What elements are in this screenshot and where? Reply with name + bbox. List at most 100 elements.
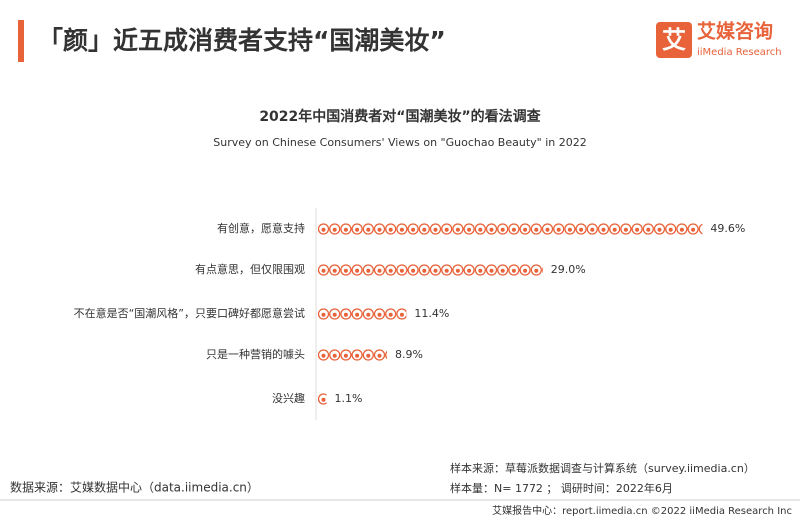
icon	[385, 350, 387, 360]
icon-dot	[511, 227, 516, 232]
value-label: 8.9%	[395, 348, 423, 361]
logo-mark: 艾	[662, 26, 686, 54]
logo-box	[656, 22, 692, 58]
header-title: 「颜」近五成消费者支持“国潮美妆”	[38, 26, 446, 55]
icon-dot	[321, 227, 326, 232]
icon-dot	[601, 227, 606, 232]
icon-dot	[534, 227, 539, 232]
logo-sub: iiMedia Research	[697, 47, 782, 58]
icon-dot	[332, 312, 337, 317]
icon-dot	[478, 268, 483, 273]
icon-dot	[467, 268, 472, 273]
icon-dot	[332, 268, 337, 273]
icon-dot	[455, 268, 460, 273]
icon-dot	[355, 227, 360, 232]
icon-dot	[623, 227, 628, 232]
icon-dot	[389, 354, 393, 358]
icon-bar	[318, 308, 407, 320]
footer-sample-size: 样本量：N= 1772 ； 调研时间：2022年6月	[450, 481, 673, 495]
footer-copyright: 艾媒报告中心：report.iimedia.cn ©2022 iiMedia R…	[492, 504, 792, 517]
icon-dot	[399, 227, 404, 232]
icon-dot	[332, 227, 337, 232]
icon-dot	[567, 227, 572, 232]
icon-dot	[355, 268, 360, 273]
icon-dot	[366, 353, 371, 358]
icon-dot	[478, 227, 483, 232]
icon-dot	[646, 227, 651, 232]
icon-dot	[377, 227, 382, 232]
icon-bar	[318, 264, 550, 276]
icon-dot	[366, 268, 371, 273]
icon-dot	[343, 353, 348, 358]
icon-dot	[343, 268, 348, 273]
icon	[698, 223, 703, 235]
icon-dot	[321, 353, 326, 358]
icon-dot	[467, 227, 472, 232]
icon-dot	[657, 227, 662, 232]
icon-dot	[556, 227, 561, 232]
category-label: 有创意，愿意支持	[217, 221, 305, 235]
icon-dot	[388, 227, 393, 232]
icon-dot	[377, 312, 382, 317]
icon-dot	[523, 227, 528, 232]
icon-dot	[679, 227, 684, 232]
icon-dot	[444, 227, 449, 232]
icon-dot	[388, 268, 393, 273]
icon-dot	[546, 269, 550, 273]
category-label: 有点意思，但仅限围观	[195, 262, 305, 276]
icon-bar	[318, 393, 327, 405]
plot: 有创意，愿意支持 49.6% 有点意思，但仅限围观 29.0% 不在意是否“国潮风格”，…	[74, 221, 746, 405]
icon-dot	[668, 227, 673, 232]
icon-dot	[321, 397, 326, 402]
icon-dot	[612, 227, 617, 232]
value-label: 49.6%	[710, 222, 745, 235]
icon-dot	[355, 353, 360, 358]
icon-dot	[343, 227, 348, 232]
category-label: 只是一种营销的噱头	[206, 347, 305, 361]
icon-dot	[355, 312, 360, 317]
icon	[541, 266, 543, 274]
category-label: 没兴趣	[272, 391, 305, 405]
icon-dot	[590, 227, 595, 232]
icon-dot	[377, 268, 382, 273]
icon-dot	[366, 312, 371, 317]
icon-dot	[534, 268, 539, 273]
chart-title: 2022年中国消费者对“国潮美妆”的看法调查	[259, 108, 541, 125]
value-label: 11.4%	[414, 307, 449, 320]
header-accent	[18, 20, 24, 62]
icon-dot	[343, 312, 348, 317]
icon-dot	[366, 227, 371, 232]
footer-sample-source: 样本来源：草莓派数据调查与计算系统（survey.iimedia.cn）	[450, 461, 755, 475]
icon-dot	[545, 227, 550, 232]
icon-bar	[318, 349, 393, 361]
icon-dot	[635, 227, 640, 232]
footer-source: 数据来源：艾媒数据中心（data.iimedia.cn）	[10, 480, 259, 495]
icon-dot	[422, 268, 427, 273]
icon-dot	[377, 353, 382, 358]
icon-dot	[702, 229, 703, 231]
icon-dot	[691, 227, 696, 232]
icon-bar	[318, 223, 703, 235]
icon-dot	[388, 312, 393, 317]
icon-dot	[579, 227, 584, 232]
chart-subtitle: Survey on Chinese Consumers' Views on "G…	[213, 136, 586, 149]
icon-dot	[321, 312, 326, 317]
icon-dot	[444, 268, 449, 273]
icon-dot	[433, 227, 438, 232]
icon-dot	[500, 268, 505, 273]
icon-dot	[523, 268, 528, 273]
value-label: 29.0%	[551, 263, 586, 276]
logo-name: 艾媒咨询	[697, 20, 773, 43]
icon-dot	[433, 268, 438, 273]
icon-dot	[500, 227, 505, 232]
icon-dot	[422, 227, 427, 232]
icon-dot	[489, 227, 494, 232]
icon-dot	[399, 312, 404, 317]
category-label: 不在意是否“国潮风格”，只要口碑好都愿意尝试	[74, 306, 305, 320]
value-label: 1.1%	[335, 392, 363, 405]
icon-dot	[332, 353, 337, 358]
icon-dot	[489, 268, 494, 273]
icon-dot	[411, 227, 416, 232]
icon-dot	[321, 268, 326, 273]
